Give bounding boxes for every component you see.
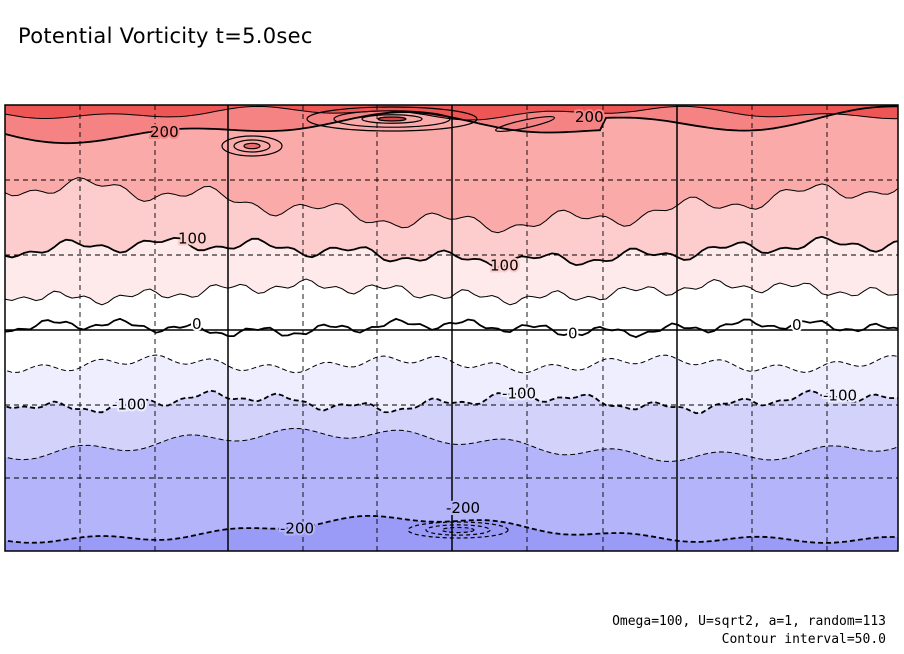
contour-label: 200 — [150, 123, 179, 141]
contour-blobs — [221, 106, 555, 539]
contour-label: 100 — [490, 257, 519, 275]
contour-interval-note: Contour interval=50.0 — [721, 632, 886, 647]
pv-secondary-maximum-ring-1 — [233, 139, 271, 153]
contour-line-minus-150 — [5, 427, 898, 462]
pv-minimum-ring-0 — [407, 521, 509, 539]
pv-maximum-ring-2 — [361, 114, 423, 124]
pv-maximum-ring-1 — [333, 110, 451, 128]
contour-label: -200 — [280, 520, 314, 538]
contour-label: -100 — [502, 385, 536, 403]
contour-line-100 — [5, 235, 898, 269]
contour-line-minus-50 — [5, 354, 898, 374]
contour-lines — [5, 105, 898, 544]
pv-filament — [495, 116, 555, 132]
contour-labels: 200 200 100 100 0 0 0 -100 -100 -100 -200 -200 — [110, 106, 859, 540]
contour-label: 200 — [575, 108, 604, 126]
grid-lines — [5, 105, 898, 551]
pv-minimum-ring-1 — [425, 524, 491, 536]
contour-label: 0 — [192, 315, 202, 333]
pv-maximum-ring-0 — [306, 106, 478, 132]
pv-minimum-ring-2 — [441, 526, 475, 534]
pv-maximum-ring-3 — [377, 116, 407, 122]
contour-line-150 — [5, 177, 898, 234]
contour-line-50 — [5, 278, 898, 306]
plot-frame — [4, 104, 899, 552]
contour-label: -100 — [112, 395, 146, 413]
contour-label: -100 — [823, 386, 857, 404]
contour-line-minus-100 — [5, 389, 898, 415]
contour-line-minus-200 — [5, 515, 898, 544]
contour-label: -200 — [446, 499, 480, 517]
contour-label: 100 — [178, 229, 207, 247]
parameters-note: Omega=100, U=sqrt2, a=1, random=113 — [612, 614, 886, 629]
pv-secondary-maximum-ring-0 — [221, 135, 283, 157]
contour-label: 0 — [792, 316, 802, 334]
contour-line-200 — [5, 105, 898, 145]
contour-label: 0 — [568, 324, 578, 342]
chart-title: Potential Vorticity t=5.0sec — [18, 24, 313, 48]
pv-secondary-maximum-ring-2 — [243, 142, 261, 150]
